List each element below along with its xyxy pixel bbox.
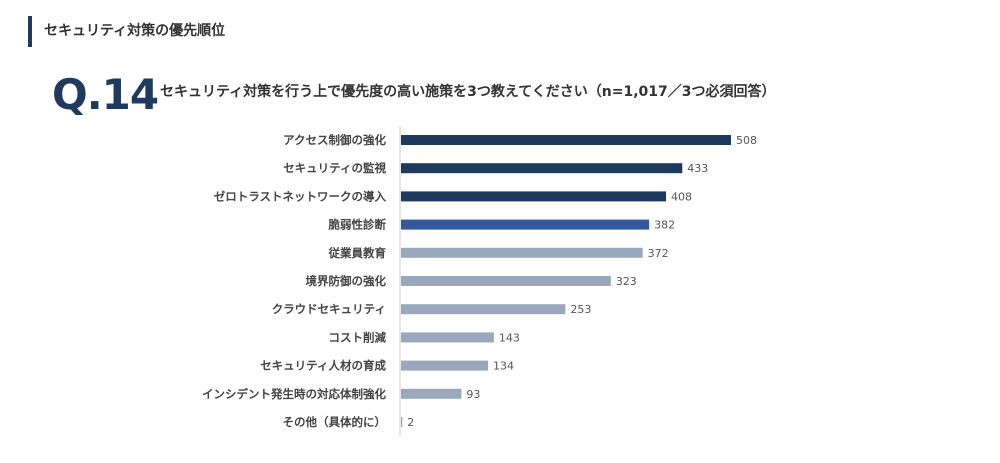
value-label: 408 — [671, 190, 692, 203]
value-label: 2 — [407, 416, 414, 429]
value-label: 323 — [616, 275, 637, 288]
category-label: 境界防御の強化 — [306, 274, 387, 288]
bar — [401, 417, 403, 427]
category-label: 従業員教育 — [328, 246, 387, 260]
category-label: ゼロトラストネットワークの導入 — [214, 189, 387, 203]
question-text: セキュリティ対策を行う上で優先度の高い施策を3つ教えてください（n=1,017／… — [160, 84, 776, 100]
category-label: その他（具体的に） — [283, 415, 387, 429]
value-label: 508 — [736, 134, 757, 147]
bar — [401, 388, 462, 399]
value-label: 382 — [654, 219, 675, 232]
category-label: アクセス制御の強化 — [283, 133, 386, 147]
category-label: コスト削減 — [329, 330, 387, 344]
question-number: Q.14 — [52, 70, 159, 119]
bar — [401, 135, 731, 145]
bar — [401, 276, 611, 286]
bar — [401, 247, 643, 258]
header-accent-bar — [28, 16, 32, 47]
bar — [401, 304, 566, 315]
category-label: クラウドセキュリティ — [272, 302, 386, 316]
value-label: 433 — [687, 162, 708, 175]
category-label: インシデント発生時の対応体制強化 — [202, 387, 386, 401]
value-label: 93 — [466, 388, 480, 401]
bar — [401, 219, 650, 230]
value-label: 143 — [499, 331, 520, 344]
value-label: 372 — [648, 247, 669, 260]
category-label: セキュリティの監視 — [283, 161, 386, 175]
bar — [401, 332, 494, 343]
page-title: セキュリティ対策の優先順位 — [44, 23, 226, 39]
value-label: 134 — [493, 360, 514, 373]
bar — [401, 163, 683, 174]
category-label: セキュリティ人材の育成 — [260, 359, 386, 373]
bar — [401, 360, 489, 371]
category-label: 脆弱性診断 — [328, 218, 387, 232]
value-label: 253 — [570, 303, 591, 316]
bar — [401, 191, 667, 202]
